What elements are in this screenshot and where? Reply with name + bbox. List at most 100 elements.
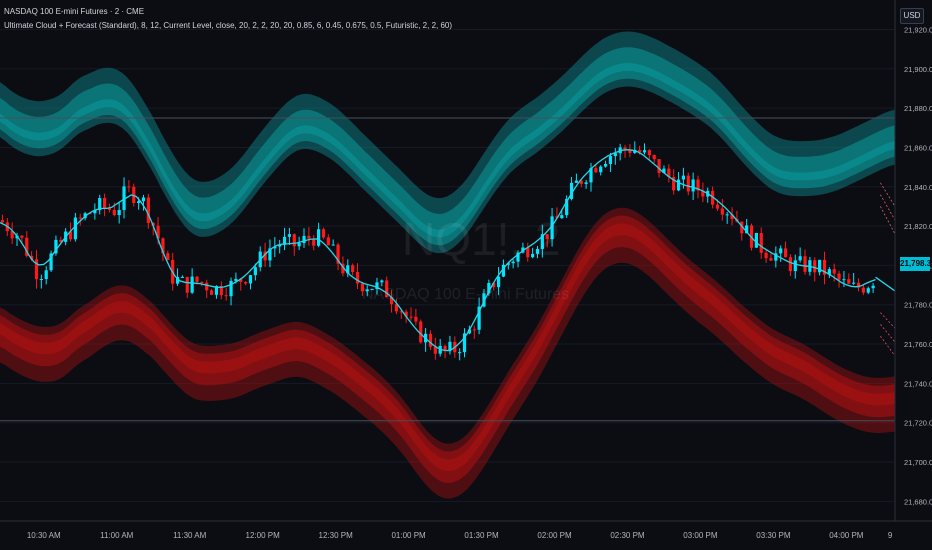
candle-body [701,190,705,197]
candle-body [599,166,603,173]
candle-body [0,220,5,223]
candle-body [560,215,564,219]
candle-body [803,256,807,272]
candle-body [856,282,861,288]
cloud-upper-mid [0,47,895,246]
candle-body [127,186,131,188]
forecast-projection [880,312,896,329]
candle-body [676,179,681,191]
candle-body [842,279,846,281]
candle-body [584,182,588,184]
candle-body [565,198,569,216]
candle-body [30,255,34,260]
candle-body [511,261,515,264]
candle-body [798,256,802,261]
candle-body [730,214,734,220]
candle-body [847,279,851,284]
candle-body [229,280,233,297]
candle-body [545,234,549,240]
candle-body [472,329,476,331]
y-tick-label: 21,900.00 [904,65,932,74]
candle-body [117,209,121,216]
candle-body [166,253,170,260]
candle-body [156,225,160,239]
y-tick-label: 21,820.00 [904,222,932,231]
candle-body [234,278,238,281]
candle-body [657,159,661,174]
candle-body [355,272,360,284]
candle-body [672,177,676,191]
candle-body [287,234,292,237]
x-tick-label: 04:00 PM [829,531,864,540]
candle-body [501,264,506,277]
candle-body [219,286,223,296]
x-tick-label: 11:00 AM [100,531,134,540]
candle-body [866,288,870,293]
candle-body [25,237,29,256]
x-tick-label: 12:30 PM [319,531,354,540]
candle-body [667,168,671,178]
candle-body [764,252,768,259]
candle-body [78,217,82,219]
candle-body [214,286,219,295]
forecast-projection [880,335,896,357]
candle-body [861,287,865,293]
candle-body [720,208,724,215]
y-tick-label: 21,760.00 [904,340,932,349]
chart-title[interactable]: NASDAQ 100 E-mini Futures · 2 · CME [4,7,145,16]
candle-body [360,283,364,292]
x-tick-label: 03:30 PM [756,531,791,540]
candle-body [793,260,797,272]
candle-body [788,257,793,272]
candle-body [180,276,185,278]
candle-body [205,282,209,291]
candle-body [93,210,97,214]
y-tick-label: 21,860.00 [904,143,932,152]
indicator-legend[interactable]: Ultimate Cloud + Forecast (Standard), 8,… [4,21,453,30]
candle-body [380,280,384,283]
candle-body [132,186,136,204]
candle-body [375,282,379,290]
candle-body [428,333,433,347]
candle-body [662,168,666,174]
candle-body [482,293,486,307]
candle-body [351,265,355,273]
candle-body [244,281,248,284]
candle-body [141,197,146,202]
y-tick-label: 21,780.00 [904,301,932,310]
candle-body [832,269,836,274]
x-tick-label: 02:30 PM [610,531,645,540]
candle-body [39,279,43,281]
candle-body [652,155,656,160]
candle-body [68,231,73,240]
y-tick-label: 21,840.00 [904,183,932,192]
candle-body [638,149,642,153]
candle-body [496,276,501,288]
candle-body [209,290,214,295]
candle-body [647,150,651,156]
candle-body [516,252,520,262]
candle-body [779,248,783,254]
candle-body [618,147,622,154]
candle-body [404,311,408,317]
y-tick-label: 21,920.00 [904,25,932,34]
candle-body [871,285,875,289]
candle-body [783,248,788,258]
candle-body [414,316,418,322]
candle-body [49,253,53,271]
candle-body [317,229,321,246]
currency-button[interactable]: USD [900,8,924,24]
candle-body [448,341,452,352]
candle-body [438,345,442,354]
y-tick-label: 21,740.00 [904,379,932,388]
candle-body [59,239,63,242]
candle-body [477,306,481,330]
candle-body [137,201,141,204]
y-tick-label: 21,680.00 [904,497,932,506]
candle-body [535,248,540,254]
candle-body [608,156,613,164]
candle-body [492,283,496,288]
candle-body [628,150,632,153]
trend-line [0,149,876,352]
